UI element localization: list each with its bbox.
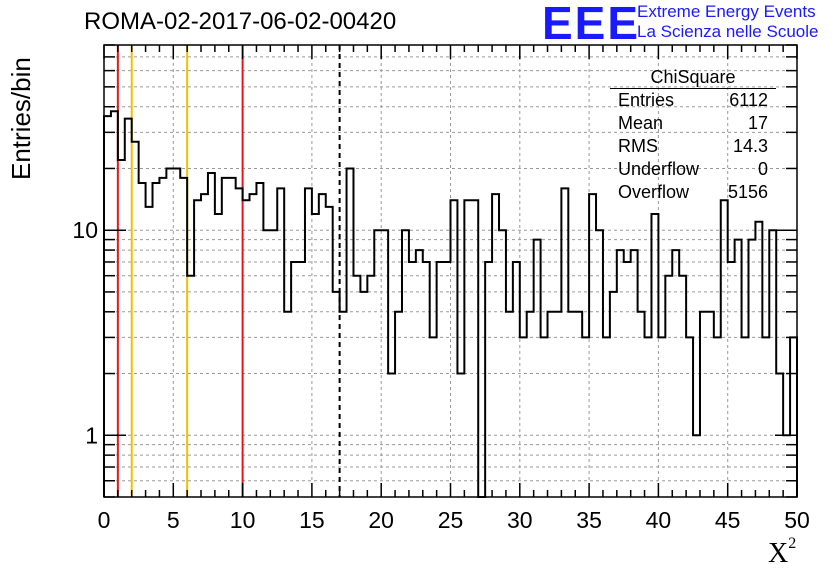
stats-label: Underflow xyxy=(618,159,700,179)
x-tick-label: 45 xyxy=(715,507,741,533)
stats-row-rms: RMS 14.3 xyxy=(610,135,776,158)
axis-tick-labels: 0 5 10 15 20 25 30 35 40 45 50 1 10 xyxy=(72,217,809,533)
x-tick-label: 0 xyxy=(98,507,111,533)
stats-header: ChiSquare xyxy=(610,66,776,89)
logo-line-1: Extreme Energy Events xyxy=(637,2,816,21)
stats-row-entries: Entries 6112 xyxy=(610,89,776,112)
stats-value: 14.3 xyxy=(732,136,768,156)
y-tick-label: 1 xyxy=(85,422,98,448)
stats-label: Overflow xyxy=(618,182,690,202)
x-tick-label: 15 xyxy=(299,507,325,533)
y-axis-label: Entries/bin xyxy=(6,57,36,180)
x-tick-label: 5 xyxy=(167,507,180,533)
stats-value: 0 xyxy=(757,159,768,179)
x-tick-label: 10 xyxy=(230,507,256,533)
x-tick-label: 25 xyxy=(438,507,464,533)
histogram-step-line xyxy=(103,110,798,498)
eee-logo: EEE xyxy=(542,0,641,49)
reference-lines xyxy=(116,45,341,497)
x-tick-label: 40 xyxy=(646,507,672,533)
x-tick-label: 35 xyxy=(576,507,602,533)
stats-row-underflow: Underflow 0 xyxy=(610,158,776,181)
chart-title: ROMA-02-2017-06-02-00420 xyxy=(84,8,397,35)
y-tick-label: 10 xyxy=(72,217,98,243)
stats-value: 17 xyxy=(747,113,768,133)
x-axis-label-sup: 2 xyxy=(788,534,797,552)
stats-label: Mean xyxy=(618,113,664,133)
x-tick-label: 20 xyxy=(368,507,394,533)
x-tick-label: 50 xyxy=(784,507,810,533)
x-axis-label: X2 xyxy=(768,534,797,570)
axis-ticks xyxy=(103,44,798,498)
stats-value: 6112 xyxy=(729,90,768,110)
stats-label: RMS xyxy=(618,136,658,156)
stats-label: Entries xyxy=(618,90,675,110)
stats-row-overflow: Overflow 5156 xyxy=(610,181,776,204)
stats-box: ChiSquare Entries 6112 Mean 17 RMS 14.3 … xyxy=(610,66,776,204)
stats-row-mean: Mean 17 xyxy=(610,112,776,135)
x-tick-label: 30 xyxy=(507,507,533,533)
logo-line-2: La Scienza nelle Scuole xyxy=(637,22,819,41)
x-axis-label-base: X xyxy=(768,538,789,569)
grid-lines xyxy=(104,44,797,498)
stats-value: 5156 xyxy=(727,182,768,202)
